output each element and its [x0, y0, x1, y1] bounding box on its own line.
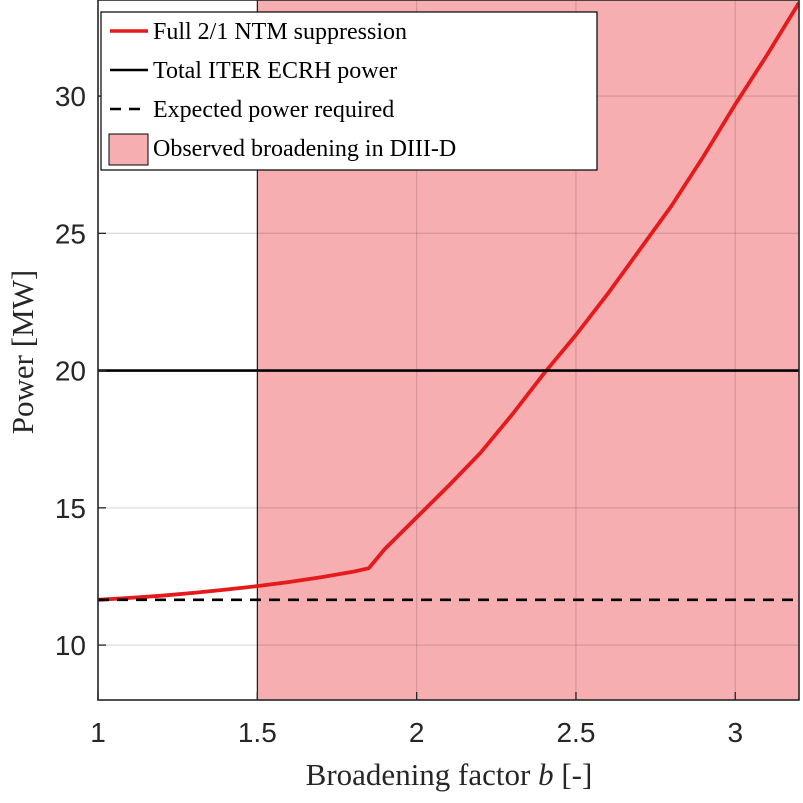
- legend: Full 2/1 NTM suppression Total ITER ECRH…: [100, 11, 598, 171]
- legend-swatch-diiid-broadening: [108, 133, 149, 166]
- x-tick-label-1: 1.5: [238, 717, 277, 748]
- legend-label-diiid-broadening: Observed broadening in DIII-D: [153, 136, 456, 162]
- x-tick-label-4: 3: [727, 717, 743, 748]
- y-axis-title: Power [MW]: [5, 270, 40, 434]
- series-layer: [98, 1, 799, 602]
- legend-label-expected-power: Expected power required: [153, 97, 394, 123]
- x-axis-variable: b: [538, 757, 554, 792]
- y-tick-label-2: 20: [55, 356, 86, 387]
- legend-label-ntm-suppression: Full 2/1 NTM suppression: [153, 19, 407, 45]
- axes-layer: 1 1.5 2 2.5 3 10 15 20 25 30: [55, 0, 800, 748]
- y-tick-label-3: 25: [55, 218, 86, 249]
- y-tick-label-1: 15: [55, 493, 86, 524]
- x-tick-label-2: 2: [409, 717, 425, 748]
- x-tick-label-0: 1: [90, 717, 106, 748]
- x-axis-unit: [-]: [561, 757, 592, 792]
- y-tick-label-0: 10: [55, 630, 86, 661]
- legend-box: [100, 11, 598, 171]
- series-line-0: [98, 1, 799, 602]
- x-axis-title-text: Broadening factor: [306, 757, 531, 792]
- x-tick-label-3: 2.5: [556, 717, 595, 748]
- y-tick-label-4: 30: [55, 81, 86, 112]
- x-axis-title: Broadening factor b [-]: [306, 757, 593, 792]
- axes-frame: [97, 0, 800, 701]
- legend-label-iter-ecrh-power: Total ITER ECRH power: [153, 58, 397, 84]
